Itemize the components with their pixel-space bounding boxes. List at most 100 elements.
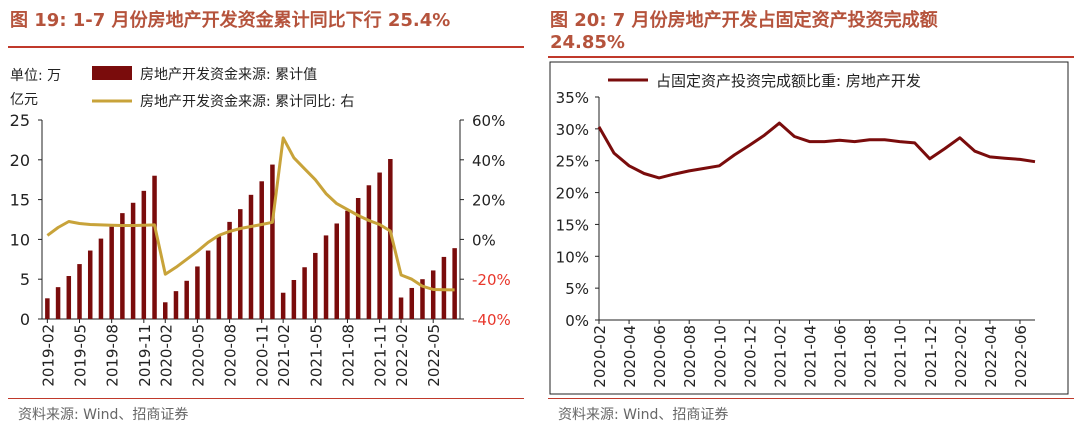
left-y-tick-label: 20	[10, 151, 30, 170]
bar	[66, 276, 72, 319]
right-chart-title: 图 20: 7 月份房地产开发占固定资产投资完成额 24.85%	[550, 10, 938, 54]
right-chart-y-tick-label: 25%	[556, 153, 589, 171]
right-chart-x-tick-label: 2021-06	[832, 325, 850, 388]
x-tick-label: 2021-08	[339, 324, 357, 387]
right-plot-area: 0% 5% 10% 15% 20% 25% 30% 35% 2020-02 2020-04 2020…	[556, 89, 1036, 388]
left-title-rule	[8, 46, 524, 48]
bar	[280, 292, 286, 319]
right-chart: 占固定资产投资完成额比重: 房地产开发 0% 5% 10% 15% 20% 25% 30% 3…	[549, 61, 1069, 395]
x-tick-label: 2019-08	[104, 324, 122, 387]
right-source: 资料来源: Wind、招商证券	[558, 407, 729, 423]
x-tick-label: 2019-11	[136, 324, 154, 387]
right-chart-x-tick-label: 2020-10	[711, 325, 729, 388]
left-source: 资料来源: Wind、招商证券	[18, 407, 189, 423]
left-chart-title: 图 19: 1-7 月份房地产开发资金累计同比下行 25.4%	[10, 10, 451, 31]
bar	[270, 164, 275, 319]
x-tick-label: 2021-11	[372, 324, 390, 387]
bar	[173, 291, 179, 319]
right-y-tick-label: 0%	[472, 231, 496, 249]
x-tick-label: 2019-05	[72, 324, 90, 387]
right-chart-panel: 图 20: 7 月份房地产开发占固定资产投资完成额 24.85% 占固定资产投资…	[540, 0, 1080, 426]
bar	[55, 287, 61, 319]
bar	[398, 297, 404, 319]
bar	[291, 279, 297, 319]
bar	[313, 252, 318, 319]
x-tick-label: 2020-11	[254, 324, 272, 387]
right-chart-y-tick-label: 20%	[556, 185, 589, 203]
right-chart-x-tick-label: 2020-02	[591, 325, 609, 388]
x-tick-label: 2020-08	[222, 324, 240, 387]
bar	[227, 221, 232, 319]
bar	[87, 250, 93, 319]
right-title-rule	[548, 56, 1074, 58]
right-chart-title-line1: 图 20: 7 月份房地产开发占固定资产投资完成额	[550, 10, 938, 31]
bar	[302, 267, 307, 319]
bar	[205, 250, 211, 319]
right-chart-x-tick-label: 2021-04	[801, 325, 819, 388]
bar	[120, 213, 125, 319]
right-chart-x-tick-label: 2020-08	[681, 325, 699, 388]
right-y-tick-label: -40%	[472, 311, 511, 329]
left-chart-panel: 图 19: 1-7 月份房地产开发资金累计同比下行 25.4% 单位: 万 亿元…	[0, 0, 530, 426]
right-legend-label: 占固定资产投资完成额比重: 房地产开发	[656, 72, 921, 90]
bar	[452, 248, 457, 319]
bar	[366, 185, 372, 319]
bar	[77, 264, 82, 319]
legend-bar-label: 房地产开发资金来源: 累计值	[140, 67, 317, 83]
x-tick-label: 2021-05	[307, 324, 325, 387]
right-y-tick-label: -20%	[472, 271, 511, 289]
left-plot-area: 0 5 10 15 20 25 -40% -20% 0% 20% 40% 60% 2019-02 2019…	[10, 111, 511, 387]
bar	[195, 266, 200, 319]
left-bottom-rule	[8, 398, 524, 399]
right-chart-x-tick-label: 2020-12	[741, 325, 759, 388]
bar	[98, 238, 104, 319]
bar	[334, 223, 339, 319]
share-line	[597, 121, 1036, 180]
left-y-tick-label: 5	[20, 270, 30, 289]
right-chart-x-tick-label: 2020-06	[651, 325, 669, 388]
bar	[130, 202, 136, 319]
bar	[420, 279, 425, 319]
legend-bar-swatch	[92, 66, 132, 80]
x-tick-label: 2020-02	[157, 324, 175, 387]
x-tick-label: 2019-02	[39, 324, 57, 387]
right-chart-x-tick-label: 2021-12	[922, 325, 940, 388]
x-tick-label: 2021-02	[275, 324, 293, 387]
bar	[109, 226, 114, 319]
right-chart-title-line2: 24.85%	[550, 32, 625, 53]
left-y-tick-label: 15	[10, 191, 30, 210]
right-y-tick-label: 40%	[472, 152, 505, 170]
bar	[430, 270, 436, 319]
x-tick-label: 2022-02	[393, 324, 411, 387]
left-y-tick-label: 0	[20, 310, 30, 329]
bar	[216, 236, 222, 319]
bar	[323, 235, 329, 319]
right-chart-y-tick-label: 15%	[556, 216, 589, 234]
bar	[163, 302, 168, 319]
bar	[238, 209, 243, 319]
legend-line-label: 房地产开发资金来源: 累计同比: 右	[140, 94, 354, 110]
left-unit-label-2: 亿元	[10, 92, 38, 108]
bar	[248, 194, 254, 319]
bar	[345, 210, 350, 319]
bar	[152, 175, 157, 319]
right-chart-x-tick-label: 2021-08	[862, 325, 880, 388]
left-y-tick-label: 25	[10, 111, 30, 130]
right-bottom-rule	[548, 398, 1074, 399]
right-chart-y-tick-label: 30%	[556, 121, 589, 139]
right-chart-x-tick-label: 2022-04	[982, 325, 1000, 388]
bar	[45, 298, 50, 319]
right-chart-x-tick-label: 2021-02	[771, 325, 789, 388]
left-y-tick-label: 10	[10, 230, 30, 249]
right-chart-y-tick-label: 0%	[565, 312, 589, 330]
right-chart-frame	[549, 61, 1069, 395]
right-chart-x-tick-label: 2020-04	[621, 325, 639, 388]
left-unit-label-1: 单位: 万	[10, 68, 61, 84]
bar	[377, 172, 382, 319]
right-y-tick-label: 20%	[472, 192, 505, 210]
bar	[409, 287, 415, 319]
bar	[184, 280, 189, 319]
bar	[355, 198, 361, 319]
right-chart-x-tick-label: 2021-10	[892, 325, 910, 388]
right-chart-x-tick-label: 2022-02	[952, 325, 970, 388]
